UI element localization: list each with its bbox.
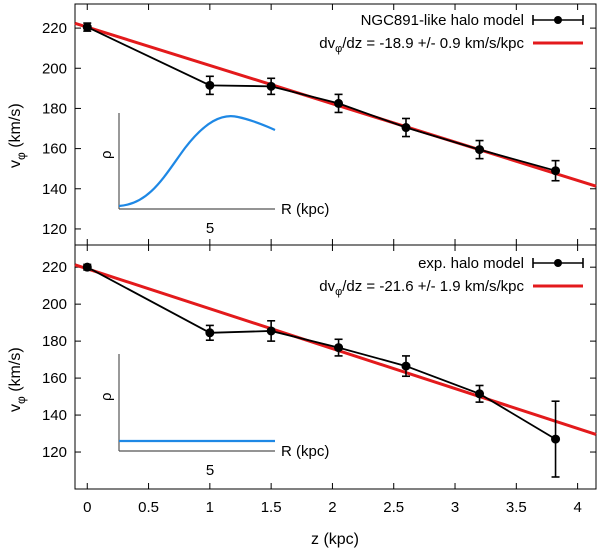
top-y-ticks: 120 140 160 180 200 220 [42,20,596,238]
bottom-y-ticks: 120 140 160 180 200 220 [42,259,596,461]
top-y-tick-label: 140 [42,181,67,198]
bottom-y-label-sub: φ [14,396,28,404]
bottom-inset-x-tick: 5 [206,462,214,479]
top-data-point [82,22,92,32]
bottom-y-label-unit: (km/s) [7,347,24,396]
bottom-y-tick-label: 160 [42,370,67,387]
top-legend-fit-main: dv [319,35,335,52]
x-tick-label: 3.5 [506,499,527,516]
x-tick-label: 4 [573,499,581,516]
top-y-label-sub: φ [14,152,28,160]
top-y-axis-label: vφ (km/s) [7,103,28,168]
top-data-point [475,145,485,155]
bottom-data-point [266,326,276,336]
top-y-tick-label: 180 [42,100,67,117]
top-inset-x-tick: 5 [206,220,214,237]
bottom-data-layer [82,262,561,478]
x-tick-label: 0 [83,499,91,516]
bottom-legend-data-label: exp. halo model [418,255,524,272]
bottom-legend-data-symbol [532,258,584,268]
top-legend-fit-rest: /dz = -18.9 +/- 0.9 km/s/kpc [342,35,524,52]
x-tick-label: 2 [328,499,336,516]
top-y-label-main: v [7,160,24,168]
bottom-legend-fit-sub: φ [335,286,342,298]
bottom-y-tick-label: 200 [42,296,67,313]
bottom-y-tick-label: 220 [42,259,67,276]
bottom-x-ticks: 0 0.5 1 1.5 2 2.5 3 3.5 4 [83,245,582,516]
x-tick-label: 1 [206,499,214,516]
top-legend-data-label: NGC891-like halo model [361,12,524,29]
top-inset-x-label: R (kpc) [281,201,329,218]
top-data-point [401,123,411,133]
top-inset: ρ R (kpc) 5 [98,113,329,237]
bottom-inset-x-label: R (kpc) [281,443,329,460]
bottom-y-axis-label: vφ (km/s) [7,347,28,412]
bottom-inset: ρ R (kpc) 5 [98,354,329,479]
bottom-data-point [205,328,215,338]
bottom-legend-fit-rest: /dz = -21.6 +/- 1.9 km/s/kpc [342,278,524,295]
bottom-data-point [334,343,344,353]
bottom-data-point [551,434,561,444]
bottom-y-label-main: v [7,404,24,412]
bottom-legend-fit-label: dvφ/dz = -21.6 +/- 1.9 km/s/kpc [319,278,524,298]
bottom-inset-y-label: ρ [98,392,115,401]
top-y-tick-label: 220 [42,20,67,37]
top-data-point [266,81,276,91]
x-tick-label: 2.5 [383,499,404,516]
top-legend-fit-label: dvφ/dz = -18.9 +/- 0.9 km/s/kpc [319,35,524,55]
x-axis-label: z (kpc) [311,531,359,548]
bottom-data-point [82,262,92,272]
top-y-tick-label: 120 [42,221,67,238]
top-data-point [551,166,561,176]
bottom-data-point [401,361,411,371]
top-data-point [205,80,215,90]
bottom-panel: 120 140 160 180 200 220 0 0.5 1 1.5 2 2.5 3 3.5 4 vφ … [7,244,597,548]
top-inset-density-curve [118,115,276,208]
bottom-y-tick-label: 140 [42,407,67,424]
top-data-layer [82,22,561,182]
x-tick-label: 0.5 [138,499,159,516]
bottom-panel-frame [74,244,597,490]
bottom-legend: exp. halo model dvφ/dz = -21.6 +/- 1.9 k… [319,255,584,298]
top-y-tick-label: 160 [42,141,67,158]
top-y-label-unit: (km/s) [7,103,24,152]
bottom-legend-fit-main: dv [319,278,335,295]
top-data-point [334,98,344,108]
top-inset-y-label: ρ [98,150,115,159]
top-x-ticks [86,4,579,245]
top-legend-fit-sub: φ [335,43,342,55]
x-tick-label: 3 [451,499,459,516]
top-legend-data-symbol [532,15,584,25]
x-tick-label: 1.5 [261,499,282,516]
top-legend: NGC891-like halo model dvφ/dz = -18.9 +/… [319,12,584,55]
bottom-y-tick-label: 120 [42,444,67,461]
top-y-tick-label: 200 [42,60,67,77]
bottom-data-point [475,389,485,399]
bottom-y-tick-label: 180 [42,333,67,350]
